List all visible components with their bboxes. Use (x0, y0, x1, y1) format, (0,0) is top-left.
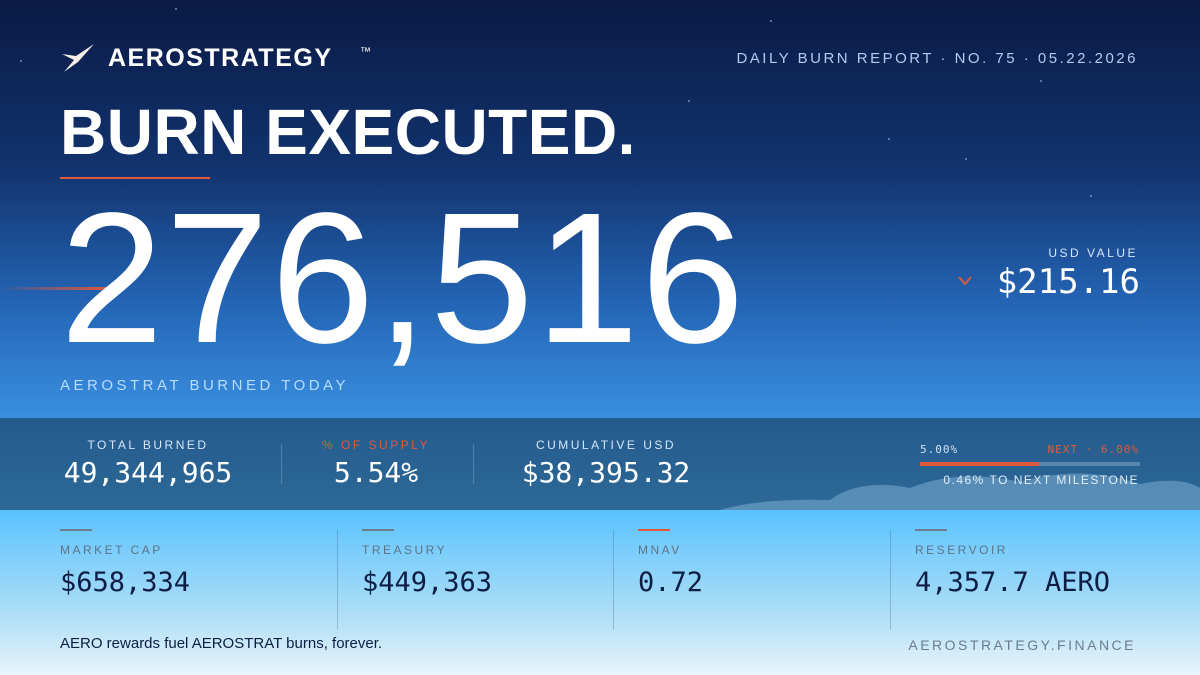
accent-line (60, 177, 210, 179)
report-line: DAILY BURN REPORT · NO. 75 · 05.22.2026 (736, 50, 1138, 67)
streak (0, 287, 110, 290)
usd-value: $215.16 (996, 262, 1140, 302)
stat-label: % OF SUPPLY (322, 438, 430, 452)
stat-value: $38,395.32 (521, 456, 691, 489)
metric-label: TREASURY (362, 543, 448, 557)
stat-value: 49,344,965 (63, 456, 233, 489)
milestone-note: 0.46% TO NEXT MILESTONE (943, 473, 1139, 487)
metric-tick (60, 529, 92, 531)
stat-label: CUMULATIVE USD (535, 438, 677, 452)
metric-value: 0.72 (638, 567, 704, 598)
tagline: AERO rewards fuel AEROSTRAT burns, forev… (60, 635, 383, 652)
cloud (720, 473, 1200, 510)
down-arrow (958, 276, 972, 286)
metric-value: $449,363 (362, 567, 493, 598)
usd-label: USD VALUE (1048, 246, 1138, 260)
milestone-next: NEXT · 6.00% (1047, 443, 1139, 456)
amount-label: AEROSTRAT BURNED TODAY (60, 377, 349, 394)
milestone-start: 5.00% (920, 443, 959, 456)
metric-tick (362, 529, 394, 531)
website: AEROSTRATEGY.FINANCE (908, 637, 1136, 653)
metric-value: $658,334 (60, 567, 191, 598)
stat-label: TOTAL BURNED (87, 438, 209, 452)
stat-value: 5.54% (333, 456, 419, 489)
metric-label: MARKET CAP (60, 543, 163, 557)
brand: AEROSTRATEGY (108, 44, 333, 72)
logo-icon (62, 44, 94, 72)
trademark: ™ (360, 46, 371, 58)
progress-track (920, 462, 1140, 466)
metric-label: MNAV (638, 543, 682, 557)
metric-tick (638, 529, 670, 531)
stats-band: 5.00% NEXT · 6.00% 0.46% TO NEXT MILESTO… (0, 418, 1200, 510)
metric-value: 4,357.7 AERO (915, 567, 1111, 598)
progress-fill (920, 462, 1039, 466)
headline: BURN EXECUTED. (60, 96, 636, 168)
metric-label: RESERVOIR (915, 543, 1008, 557)
metric-tick (915, 529, 947, 531)
burn-amount: 276,516 (60, 175, 747, 382)
